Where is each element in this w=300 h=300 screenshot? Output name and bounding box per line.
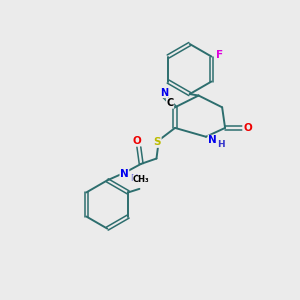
- Text: N: N: [160, 88, 168, 98]
- Text: C: C: [167, 98, 174, 108]
- Text: CH₃: CH₃: [133, 175, 149, 184]
- Text: N: N: [120, 169, 129, 178]
- Text: O: O: [133, 136, 142, 146]
- Text: O: O: [243, 123, 252, 133]
- Text: N: N: [208, 135, 217, 145]
- Text: S: S: [154, 137, 161, 147]
- Text: F: F: [216, 50, 223, 60]
- Text: H: H: [130, 174, 138, 183]
- Text: H: H: [218, 140, 225, 149]
